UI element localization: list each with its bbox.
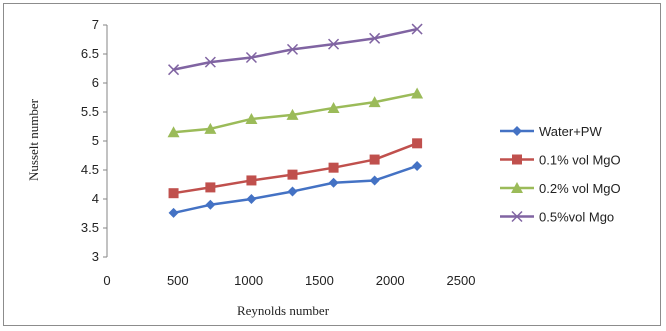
legend: Water+PW 0.1% vol MgO 0.2% vol MgO 0.5%vol … (500, 124, 621, 225)
series-point-triangle (245, 112, 258, 124)
x-tick-label: 1000 (234, 273, 263, 288)
y-tick-label: 5.5 (81, 104, 99, 119)
series-point-square (205, 182, 216, 193)
series-point-x (369, 32, 381, 44)
series-point-diamond (328, 177, 339, 188)
axes: 3 3.5 4 4.5 5 5.5 6 6.5 7 0 500 1000 1500 2000 2500 (81, 17, 476, 288)
series-point-diamond (369, 175, 380, 186)
x-tick-label: 500 (167, 273, 189, 288)
x-tick-label: 1500 (305, 273, 334, 288)
legend-item: 0.2% vol MgO (500, 181, 621, 196)
x-tick-label: 0 (103, 273, 110, 288)
series-1 (168, 138, 423, 199)
series-0 (168, 160, 423, 218)
series-point-x (286, 43, 299, 55)
legend-label: 0.1% vol MgO (539, 153, 621, 168)
y-tick-label: 3 (92, 249, 99, 264)
series-2 (167, 87, 424, 138)
series-point-square (168, 188, 179, 199)
series-point-square (369, 154, 380, 165)
legend-item: 0.5%vol Mgo (500, 210, 614, 225)
series-point-x (411, 23, 423, 35)
y-tick-label: 6.5 (81, 46, 99, 61)
series-point-square (287, 169, 298, 180)
series-point-square (512, 154, 522, 165)
legend-item: 0.1% vol MgO (500, 153, 621, 168)
series-point-x (328, 38, 340, 50)
series-point-triangle (204, 122, 217, 134)
legend-item: Water+PW (500, 124, 602, 139)
series-point-diamond (412, 160, 423, 171)
series-point-triangle (167, 126, 180, 138)
series-point-square (246, 175, 257, 186)
series-point-diamond (168, 207, 179, 218)
x-axis-label: Reynolds number (237, 303, 330, 318)
series-point-x (204, 56, 216, 68)
series-point-triangle (368, 96, 381, 108)
y-axis-label: Nusselt number (26, 98, 41, 181)
series-point-diamond (205, 199, 216, 210)
legend-label: 0.5%vol Mgo (539, 210, 614, 225)
y-tick-label: 5 (92, 133, 99, 148)
series-point-triangle (411, 87, 424, 99)
series-point-triangle (286, 108, 299, 120)
y-tick-label: 6 (92, 75, 99, 90)
series-point-triangle (511, 182, 523, 193)
x-tick-label: 2500 (447, 273, 476, 288)
y-tick-label: 3.5 (81, 220, 99, 235)
legend-label: Water+PW (539, 124, 602, 139)
series-point-x (245, 51, 257, 64)
series-point-square (328, 162, 339, 173)
y-tick-label: 4.5 (81, 162, 99, 177)
series-point-diamond (246, 194, 257, 204)
series-point-diamond (512, 126, 522, 136)
series-layer (167, 23, 424, 218)
series-point-triangle (327, 101, 340, 113)
series-3 (168, 23, 423, 76)
series-point-x (168, 64, 180, 76)
series-line (173, 27, 418, 71)
series-point-square (412, 138, 423, 149)
series-point-diamond (287, 186, 298, 197)
y-tick-label: 4 (92, 191, 99, 206)
y-tick-label: 7 (92, 17, 99, 32)
x-tick-label: 2000 (376, 273, 405, 288)
series-point-x (511, 210, 523, 223)
legend-label: 0.2% vol MgO (539, 181, 621, 196)
